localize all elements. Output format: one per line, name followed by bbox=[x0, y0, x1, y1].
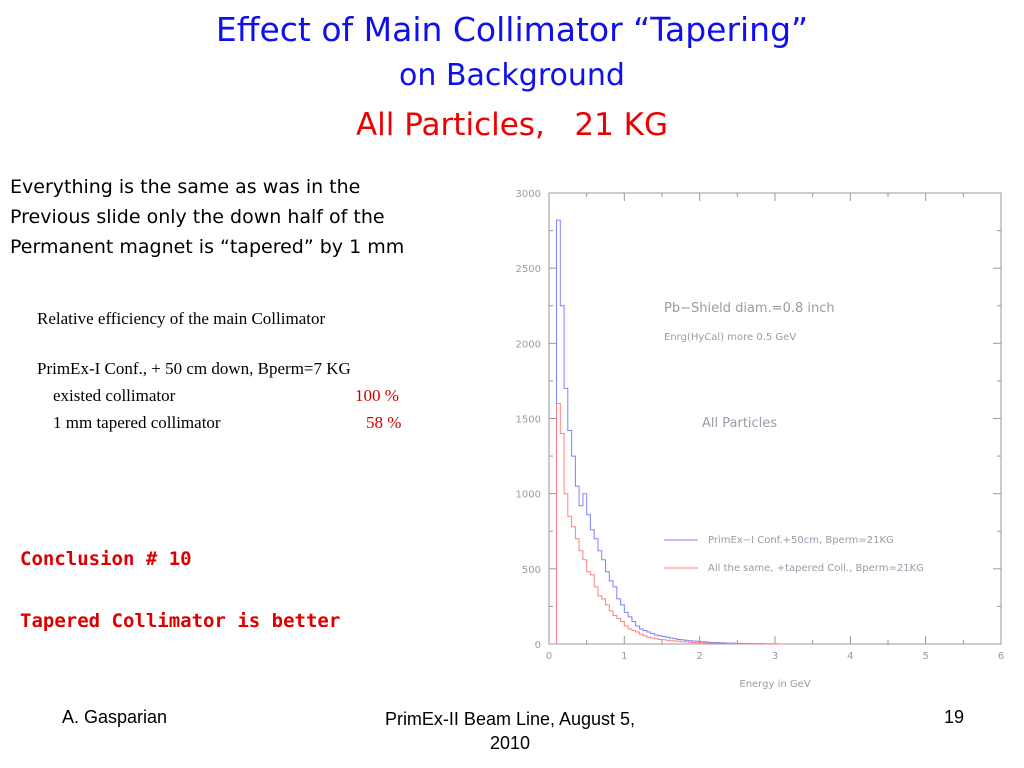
footer-event-line: 2010 bbox=[489, 733, 531, 753]
description-line: Previous slide only the down half of the bbox=[10, 206, 385, 228]
slide-subtitle: All Particles, 21 KG bbox=[355, 107, 669, 143]
x-tick-label: 6 bbox=[998, 651, 1004, 662]
y-tick-label: 500 bbox=[522, 565, 541, 576]
legend-label: PrimEx−I Conf.+50cm, Bperm=21KG bbox=[708, 535, 894, 546]
x-tick-label: 5 bbox=[922, 651, 928, 662]
description-line: Everything is the same as was in the bbox=[10, 176, 361, 198]
efficiency-row-value: 100 % bbox=[355, 386, 399, 405]
description-block: Everything is the same as was in the Pre… bbox=[10, 172, 404, 262]
x-axis-label: Energy in GeV bbox=[739, 679, 810, 690]
x-tick-label: 4 bbox=[847, 651, 853, 662]
efficiency-row-value: 58 % bbox=[366, 413, 402, 432]
efficiency-row-label: 1 mm tapered collimator bbox=[53, 413, 221, 432]
y-tick-label: 3000 bbox=[516, 189, 541, 200]
footer-event: PrimEx-II Beam Line, August 5, 2010 bbox=[340, 707, 680, 755]
y-tick-label: 2000 bbox=[516, 339, 541, 350]
y-tick-label: 1000 bbox=[516, 490, 541, 501]
conclusion-title: Conclusion # 10 bbox=[20, 548, 192, 570]
x-tick-label: 1 bbox=[621, 651, 627, 662]
footer-author: A. Gasparian bbox=[62, 707, 168, 727]
annotation-all-particles: All Particles bbox=[702, 416, 777, 431]
histogram-series-1 bbox=[556, 219, 783, 645]
x-tick-label: 3 bbox=[772, 651, 778, 662]
x-tick-label: 2 bbox=[696, 651, 702, 662]
annotation-energy-cut: Enrg(HyCal) more 0.5 GeV bbox=[664, 332, 796, 343]
slide-title-line1: Effect of Main Collimator “Tapering” bbox=[215, 10, 809, 49]
annotation-shield: Pb−Shield diam.=0.8 inch bbox=[664, 301, 835, 316]
x-tick-label: 0 bbox=[546, 651, 552, 662]
conclusion-text: Tapered Collimator is better bbox=[20, 610, 341, 632]
efficiency-heading: Relative efficiency of the main Collimat… bbox=[37, 309, 326, 328]
footer-page-number: 19 bbox=[944, 707, 965, 727]
y-tick-label: 2500 bbox=[516, 264, 541, 275]
y-tick-label: 0 bbox=[535, 640, 541, 651]
footer-event-line: PrimEx-II Beam Line, August 5, bbox=[384, 709, 636, 729]
y-tick-label: 1500 bbox=[516, 415, 541, 426]
slide-title-line2: on Background bbox=[399, 58, 625, 93]
description-line: Permanent magnet is “tapered” by 1 mm bbox=[10, 236, 405, 258]
efficiency-config: PrimEx-I Conf., + 50 cm down, Bperm=7 KG bbox=[37, 359, 351, 378]
histogram-series-2 bbox=[556, 403, 783, 645]
efficiency-row-label: existed collimator bbox=[53, 386, 176, 405]
legend-label: All the same, +tapered Coll., Bperm=21KG bbox=[708, 563, 924, 574]
